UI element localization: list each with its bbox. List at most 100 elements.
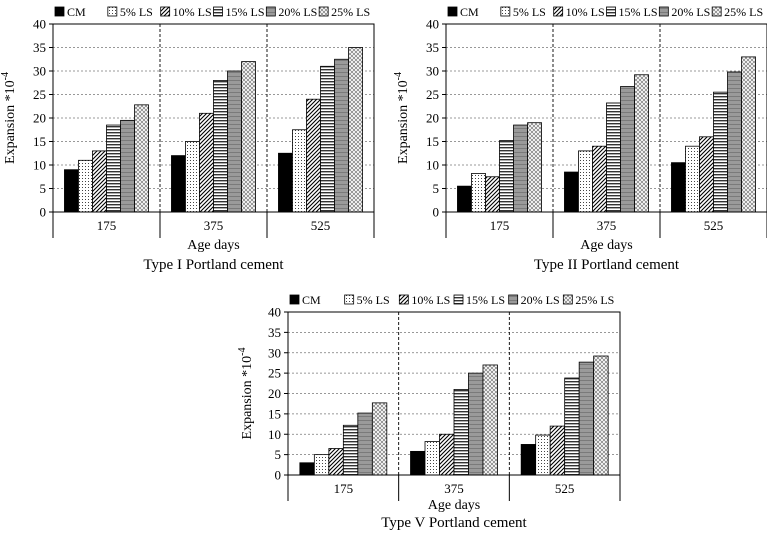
legend-label: 20% LS xyxy=(671,5,710,19)
bar xyxy=(213,80,228,213)
legend-label: 20% LS xyxy=(278,5,317,19)
bar xyxy=(439,433,455,476)
plot-frame xyxy=(287,311,621,476)
bar xyxy=(592,145,607,213)
legend-swatch xyxy=(318,6,329,17)
y-tick-label: 35 xyxy=(268,325,281,340)
x-axis-label: Age days xyxy=(428,498,481,513)
bar xyxy=(620,86,635,213)
legend-swatch xyxy=(344,294,355,305)
bar xyxy=(328,448,344,476)
bar xyxy=(713,91,728,213)
y-tick-label: 0 xyxy=(40,205,47,220)
legend-swatch xyxy=(289,294,300,305)
bar xyxy=(64,169,79,213)
legend-label: 10% LS xyxy=(173,5,212,19)
bar xyxy=(535,434,551,476)
bar xyxy=(278,152,293,213)
legend-swatch xyxy=(711,6,722,17)
bar xyxy=(453,389,469,476)
legend-swatch xyxy=(398,294,409,305)
bar xyxy=(185,141,200,213)
legend-label: CM xyxy=(302,293,321,307)
y-axis-label: Expansion *10-4 xyxy=(393,72,411,164)
bar xyxy=(549,425,566,476)
bar xyxy=(78,159,93,213)
bar xyxy=(320,65,335,213)
y-axis-label: Expansion *10-4 xyxy=(237,348,255,440)
bar xyxy=(371,402,388,476)
bar xyxy=(306,98,321,213)
y-tick-label: 20 xyxy=(426,111,439,126)
legend-swatch xyxy=(54,6,65,17)
y-tick-label: 35 xyxy=(426,40,439,55)
x-tick-label: 175 xyxy=(334,481,354,496)
y-tick-label: 15 xyxy=(426,134,439,149)
y-tick-label: 20 xyxy=(268,386,281,401)
legend-label: 25% LS xyxy=(575,293,614,307)
legend-label: CM xyxy=(67,5,86,19)
legend-label: CM xyxy=(460,5,479,19)
legend: CM 5% LS 10% LS 15% LS 20% LS 25% LS xyxy=(54,5,370,19)
x-tick-label: 525 xyxy=(704,218,724,233)
x-tick-label: 525 xyxy=(311,218,331,233)
legend-label: 15% LS xyxy=(226,5,265,19)
x-tick-label: 175 xyxy=(97,218,117,233)
bar xyxy=(342,424,359,476)
y-axis-label-main: Expansion *10 xyxy=(3,80,18,164)
bar xyxy=(106,124,121,213)
x-axis-label: Age days xyxy=(580,238,633,253)
y-tick-label: 30 xyxy=(33,64,46,79)
legend-swatch xyxy=(500,6,511,17)
legend-swatch xyxy=(658,6,669,17)
y-axis-label: Expansion *10-4 xyxy=(0,72,18,164)
bar xyxy=(334,58,349,213)
bar xyxy=(482,364,498,476)
bar xyxy=(171,155,186,213)
bar xyxy=(564,377,580,476)
x-axis-label: Age days xyxy=(187,238,240,253)
y-tick-label: 35 xyxy=(33,40,46,55)
legend-swatch xyxy=(606,6,616,17)
legend: CM 5% LS 10% LS 15% LS 20% LS 25% LS xyxy=(447,5,763,19)
bar xyxy=(92,150,107,213)
bar xyxy=(313,454,330,476)
legend-label: 5% LS xyxy=(357,293,390,307)
y-tick-label: 10 xyxy=(268,427,281,442)
y-axis-label-exponent: -4 xyxy=(0,72,11,80)
bar xyxy=(424,441,440,476)
legend-label: 15% LS xyxy=(619,5,658,19)
bar xyxy=(685,145,700,213)
bar xyxy=(471,173,486,213)
legend-swatch xyxy=(213,6,223,17)
chart-type-v: 0 5 10 15 20 25 30 35 40 175 375 525 Age days Type V … xyxy=(237,293,621,531)
legend: CM 5% LS 10% LS 15% LS 20% LS 25% LS xyxy=(289,293,614,307)
bar xyxy=(699,136,714,213)
bar xyxy=(227,70,242,213)
chart-title: Type I Portland cement xyxy=(143,257,284,273)
x-tick-label: 175 xyxy=(490,218,510,233)
y-tick-label: 20 xyxy=(33,111,46,126)
legend-label: 25% LS xyxy=(331,5,370,19)
bar xyxy=(727,71,742,213)
y-tick-label: 0 xyxy=(433,205,440,220)
y-tick-label: 10 xyxy=(33,158,46,173)
bar xyxy=(513,124,528,213)
bar xyxy=(578,150,593,213)
legend-swatch xyxy=(553,6,564,17)
y-tick-label: 30 xyxy=(268,345,281,360)
bar xyxy=(357,412,373,476)
legend-label: 25% LS xyxy=(724,5,763,19)
x-tick-label: 525 xyxy=(555,481,575,496)
chart-type-ii: 0 5 10 15 20 25 30 35 40 175 375 525 Age days Type II… xyxy=(393,5,767,273)
y-tick-label: 5 xyxy=(275,447,282,462)
legend-label: 5% LS xyxy=(513,5,546,19)
y-axis-label-main: Expansion *10 xyxy=(396,80,411,164)
legend-swatch xyxy=(453,294,464,305)
bar xyxy=(241,61,256,213)
bar xyxy=(134,104,149,213)
legend-label: 10% LS xyxy=(411,293,450,307)
legend-label: 10% LS xyxy=(566,5,605,19)
y-tick-label: 10 xyxy=(426,158,439,173)
